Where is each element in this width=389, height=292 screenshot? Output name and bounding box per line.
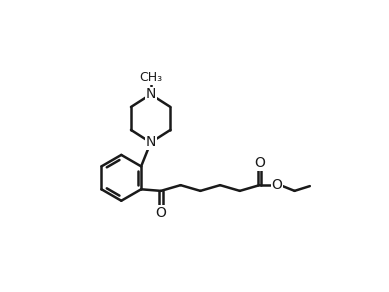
Text: N: N [145, 87, 156, 101]
Text: CH₃: CH₃ [139, 71, 162, 84]
Text: O: O [254, 156, 265, 170]
Text: O: O [272, 178, 282, 192]
Text: O: O [156, 206, 166, 220]
Text: N: N [145, 135, 156, 150]
